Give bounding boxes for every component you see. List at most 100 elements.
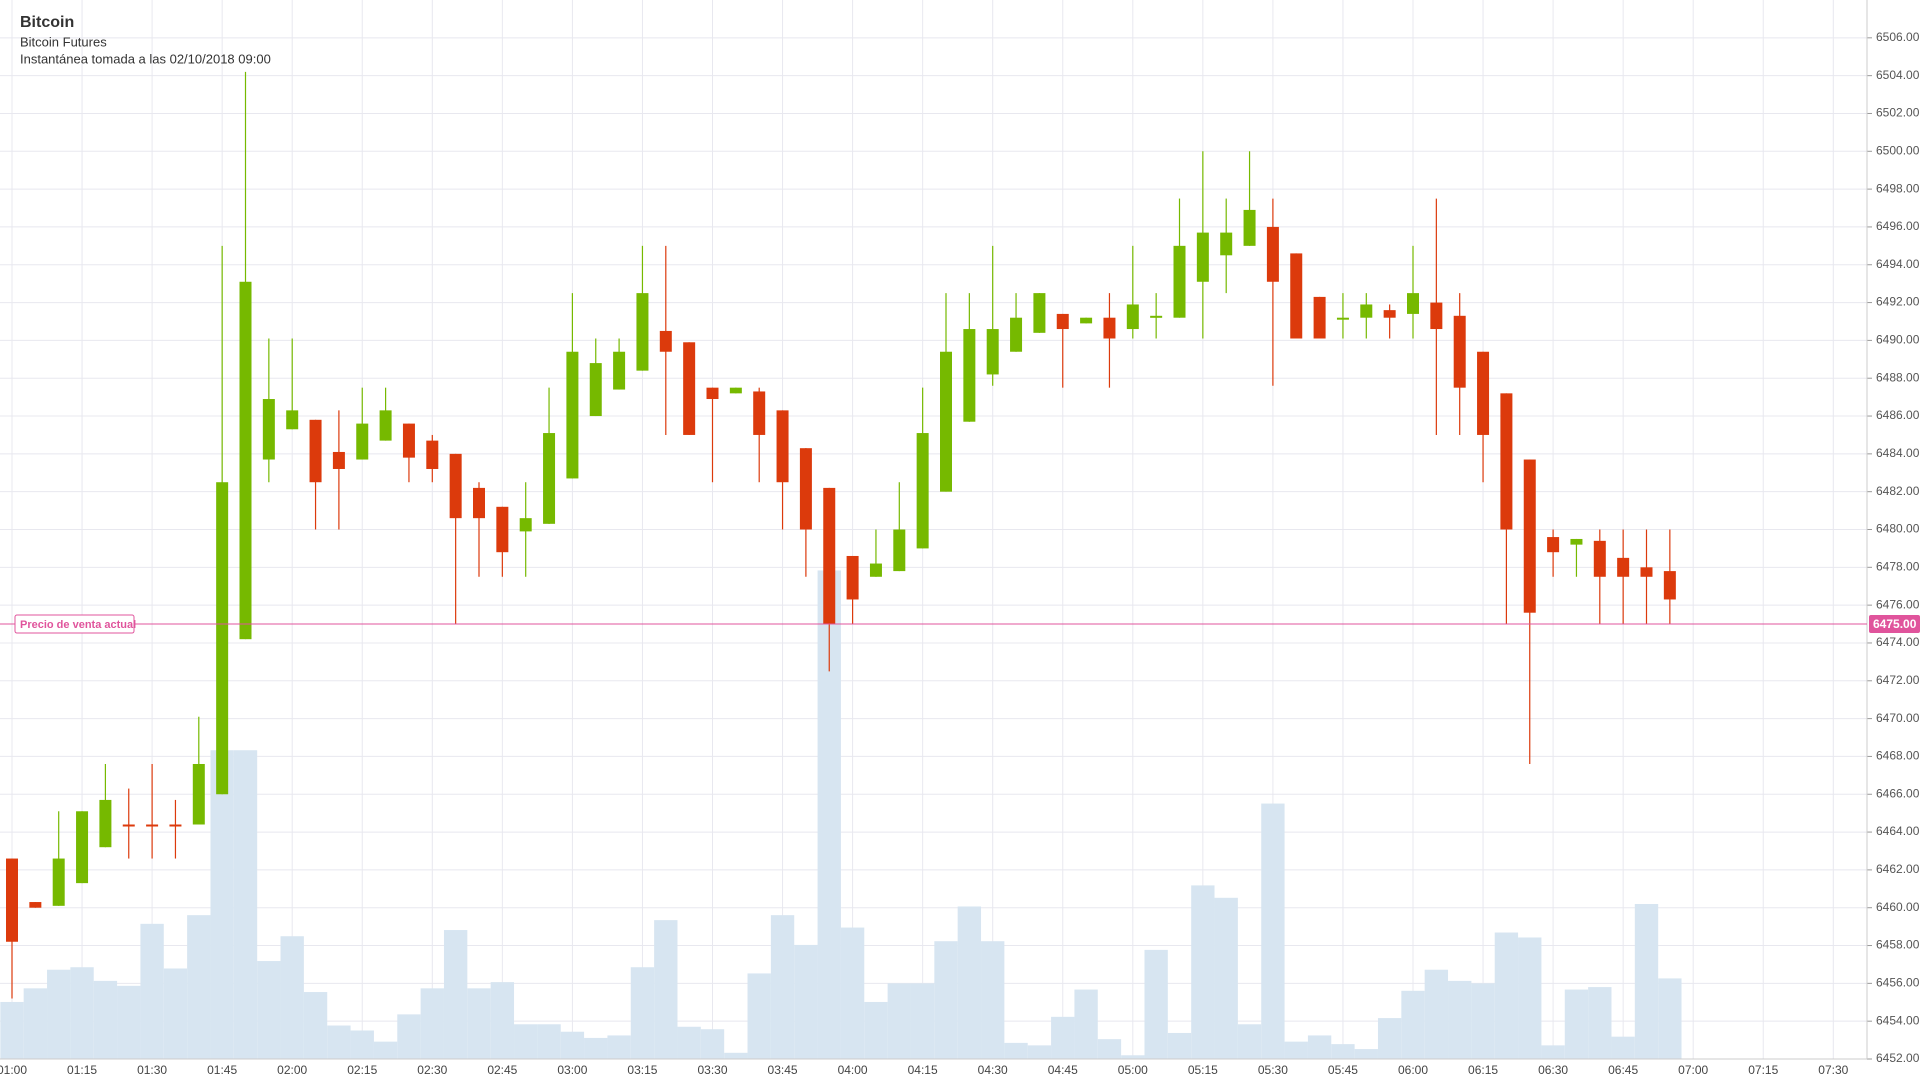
volume-bar [1658,978,1682,1059]
candle-body [169,824,182,827]
volume-bar [1471,983,1495,1059]
y-tick-label: 6486.00 [1876,408,1920,422]
candle-body [1523,459,1536,613]
candle-body [1477,351,1490,435]
volume-bar [677,1026,701,1059]
candle-body [753,391,766,435]
volume-bar [1074,989,1098,1059]
volume-bar [1284,1041,1308,1059]
volume-bar [1424,969,1449,1059]
volume-bar [607,1035,631,1059]
y-tick-label: 6452.00 [1876,1051,1920,1065]
x-tick-label: 06:45 [1608,1063,1638,1077]
candle-body [1220,232,1233,256]
volume-bar [1564,989,1589,1059]
volume-bar [1097,1039,1122,1059]
candle-body [893,529,906,572]
candle-body [963,329,976,422]
candle-body [356,423,369,460]
candle-body [940,351,952,492]
volume-bar [1237,1024,1262,1059]
volume-bar [1121,1055,1145,1059]
candle-body [846,555,859,600]
volume-bar [1214,897,1238,1059]
candle-body [683,342,696,435]
volume-bar [1167,1032,1192,1059]
candle-body [192,763,205,825]
candle-body [99,799,112,848]
x-tick-label: 03:15 [627,1063,657,1077]
candle-body [216,482,229,795]
candle-body [1383,310,1396,318]
volume-bar [350,1030,374,1059]
candle-body [1570,538,1583,545]
volume-bar [1261,803,1285,1059]
candle-body [1617,557,1630,577]
volume-bar [163,968,188,1059]
candle-body [589,363,602,417]
candle-body [823,487,836,625]
x-tick-label: 02:45 [487,1063,517,1077]
candle-body [122,824,135,827]
x-tick-label: 02:15 [347,1063,377,1077]
candle-body [1430,302,1443,330]
candle-body [1360,304,1373,318]
volume-bar [1051,1016,1075,1059]
candle-body [1547,537,1560,553]
candle-body [706,387,719,400]
current-price-tag-box [14,614,135,634]
volume-bar [1027,1045,1052,1059]
volume-bar [560,1031,585,1059]
y-tick-label: 6498.00 [1876,181,1920,195]
x-tick-label: 04:45 [1048,1063,1078,1077]
y-tick-label: 6484.00 [1876,446,1920,460]
x-tick-label: 03:30 [697,1063,727,1077]
x-tick-label: 05:15 [1188,1063,1218,1077]
candle-body [1500,393,1513,530]
volume-bar [1331,1044,1355,1059]
volume-bar [93,980,118,1059]
candle-body [239,281,252,640]
y-tick-label: 6494.00 [1876,257,1920,271]
snapshot-text: Instantánea tomada a las 02/10/2018 09:0… [20,51,271,66]
volume-bar [257,961,281,1059]
grid [0,0,1867,1060]
y-tick-label: 6506.00 [1876,30,1920,44]
volume-bar [910,983,935,1059]
candle-body [496,506,509,553]
volume-bar [747,973,771,1059]
x-tick-label: 04:00 [838,1063,868,1077]
candle-body [146,824,159,827]
y-tick-label: 6460.00 [1876,900,1920,914]
x-tick-label: 02:00 [277,1063,307,1077]
candle-body [1033,293,1046,333]
candle-body [1243,209,1256,246]
y-tick-label: 6478.00 [1876,559,1920,573]
x-tick-label: 03:00 [557,1063,587,1077]
volume-bar [1144,949,1168,1059]
volume-bar [467,988,491,1059]
candle-body [473,487,485,519]
volume-bar [280,936,304,1059]
x-tick-label: 07:30 [1818,1063,1848,1077]
y-tick-label: 6490.00 [1876,333,1920,347]
x-tick-label: 04:15 [908,1063,938,1077]
y-tick-label: 6476.00 [1876,597,1920,611]
candle-body [519,518,532,532]
candle-body [1663,571,1676,600]
y-tick-label: 6480.00 [1876,522,1920,536]
volume-bar [70,967,94,1059]
y-tick-label: 6488.00 [1876,370,1920,384]
candle-body [426,440,439,469]
x-tick-label: 07:15 [1748,1063,1778,1077]
volume-bar [981,941,1005,1059]
candle-body [1080,317,1093,324]
volume-bar [537,1024,561,1059]
x-tick-label: 05:30 [1258,1063,1288,1077]
volume-bar [1634,904,1659,1059]
volume-bar [373,1041,398,1059]
volume-bar [443,930,468,1059]
x-tick-label: 04:30 [978,1063,1008,1077]
volume-bar [887,983,911,1059]
y-tick-label: 6472.00 [1876,673,1920,687]
